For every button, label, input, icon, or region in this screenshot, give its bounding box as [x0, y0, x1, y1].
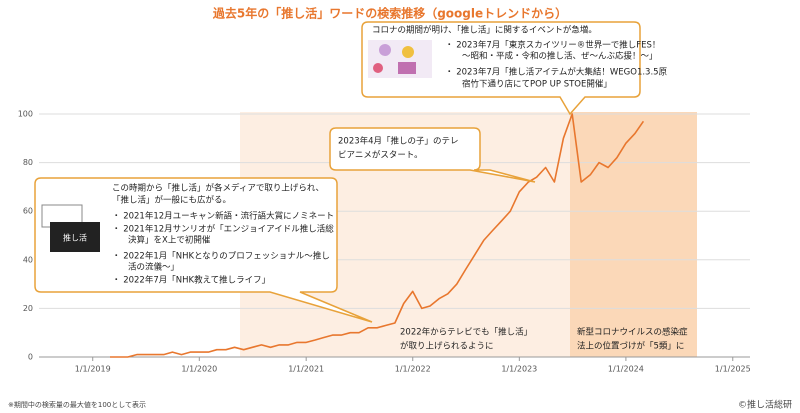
annotation: 宿竹下通り店にてPOP UP STOE開催」 [462, 79, 612, 90]
series-line [110, 113, 645, 358]
annotation: ・ 2022年7月「NHK教えて推しライフ」 [112, 275, 270, 286]
y-tick-label: 100 [18, 110, 33, 119]
annotation: ・ 2023年7月「推し活アイテムが大集結！WEGO1.3.5原 [445, 67, 667, 78]
callout [329, 127, 536, 183]
y-tick-label: 80 [23, 158, 33, 167]
annotation: ・ 2023年7月「東京スカイツリー®世界一で推しFES！ [445, 40, 660, 51]
y-tick-label: 0 [28, 353, 33, 362]
annotation: ビアニメがスタート。 [338, 150, 423, 161]
y-tick-label: 20 [23, 304, 33, 313]
x-tick-label: 1/1/2020 [181, 365, 217, 374]
footnote: ※期間中の検索量の最大値を100として表示 [8, 400, 146, 409]
annotation: コロナの期間が明け、「推し活」に関するイベントが急増。 [372, 25, 597, 36]
icon-label: 推し活 [63, 233, 87, 243]
annotation: 法上の位置づけが「5類」に [577, 341, 684, 352]
annotation: が取り上げられるように [400, 341, 494, 352]
credit: ©推し活総研 [738, 399, 792, 411]
icon [41, 204, 100, 252]
annotation: 決算」をX上で初開催 [128, 235, 211, 246]
annotation: ・ 2022年1月「NHKとなりのプロフェッショナル～推し [112, 251, 330, 262]
annotation: 2022年からテレビでも「推し活」 [400, 327, 532, 338]
icon [368, 40, 432, 78]
y-tick-label: 60 [23, 207, 33, 216]
annotation: 活の流儀～」 [128, 262, 179, 273]
annotation: 2023年4月「推しの子」のテレ [338, 136, 459, 147]
callout [34, 177, 373, 323]
annotation: ～昭和・平成・令和の推し活、ぜ〜んぶ応援！～」 [462, 51, 658, 62]
x-tick-label: 1/1/2022 [395, 365, 431, 374]
annotation: ・ 2021年12月サンリオが「エンジョイアイドル推し活総 [112, 224, 334, 235]
x-tick-label: 1/1/2025 [715, 365, 751, 374]
annotation: 新型コロナウイルスの感染症 [577, 327, 688, 338]
x-tick-label: 1/1/2024 [608, 365, 644, 374]
highlight-band [570, 112, 697, 357]
x-tick-label: 1/1/2023 [501, 365, 537, 374]
annotation: この時期から「推し活」が各メディアで取り上げられ、 [112, 183, 324, 194]
annotation: 「推し活」が一般にも広がる。 [112, 195, 231, 206]
x-tick-label: 1/1/2019 [75, 365, 111, 374]
chart-title: 過去5年の「推し活」ワードの検索推移（googleトレンドから） [212, 6, 567, 21]
x-tick-label: 1/1/2021 [288, 365, 324, 374]
annotation: ・ 2021年12月ユーキャン新語・流行語大賞にノミネート [112, 211, 334, 222]
y-tick-label: 40 [23, 255, 33, 264]
